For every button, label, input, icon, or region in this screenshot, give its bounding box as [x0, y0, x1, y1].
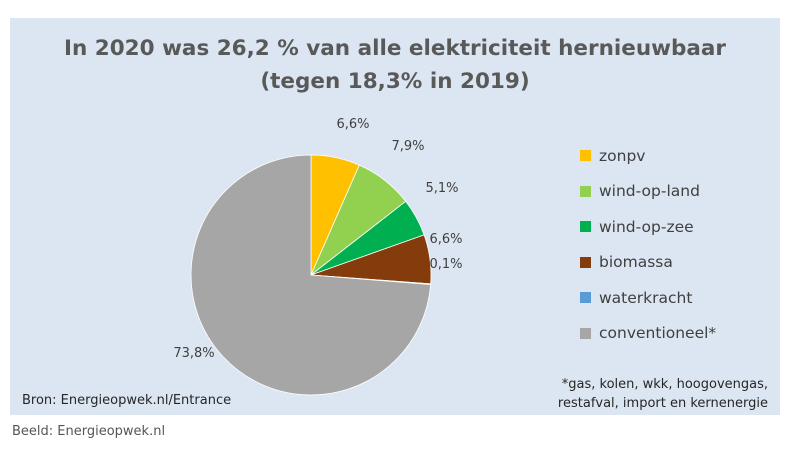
data-label: 73,8%	[173, 346, 214, 361]
footnote: *gas, kolen, wkk, hoogovengas, restafval…	[558, 375, 768, 413]
legend-label: waterkracht	[599, 288, 693, 307]
legend-item: waterkracht	[580, 280, 716, 316]
footnote-line1: *gas, kolen, wkk, hoogovengas,	[561, 377, 768, 392]
legend-item: wind-op-land	[580, 174, 716, 210]
legend-swatch	[580, 185, 591, 197]
legend-swatch	[580, 327, 591, 339]
legend-item: biomassa	[580, 245, 716, 281]
chart-title-line1: In 2020 was 26,2 % van alle elektricitei…	[63, 36, 727, 61]
data-label: 7,9%	[391, 139, 424, 154]
pie-chart: 6,6% 7,9% 5,1% 6,6% 0,1% 73,8%	[173, 117, 463, 396]
legend-item: zonpv	[580, 138, 716, 174]
source-note: Bron: Energieopwek.nl/Entrance	[22, 393, 232, 408]
chart-legend: zonpv wind-op-land wind-op-zee biomassa wate…	[580, 138, 716, 351]
pie-slice-conventioneel	[190, 154, 432, 396]
legend-swatch	[580, 256, 591, 268]
legend-label: conventioneel*	[599, 324, 717, 343]
legend-label: biomassa	[599, 253, 673, 272]
image-caption: Beeld: Energieopwek.nl	[12, 424, 166, 439]
legend-label: zonpv	[599, 146, 646, 165]
legend-item: conventioneel*	[580, 316, 716, 352]
data-label: 6,6%	[429, 232, 462, 247]
legend-swatch	[580, 292, 591, 304]
legend-item: wind-op-zee	[580, 209, 716, 245]
data-label: 6,6%	[336, 117, 369, 132]
footnote-line2: restafval, import en kernenergie	[557, 396, 768, 411]
chart-title: In 2020 was 26,2 % van alle elektricitei…	[10, 32, 780, 98]
data-label: 5,1%	[425, 181, 458, 196]
chart-subtitle: (tegen 18,3% in 2019)	[260, 69, 530, 94]
legend-swatch	[580, 221, 591, 233]
legend-label: wind-op-zee	[599, 217, 694, 236]
legend-swatch	[580, 150, 591, 162]
data-label: 0,1%	[429, 257, 462, 272]
chart-panel: In 2020 was 26,2 % van alle elektricitei…	[10, 18, 780, 415]
legend-label: wind-op-land	[599, 182, 700, 201]
